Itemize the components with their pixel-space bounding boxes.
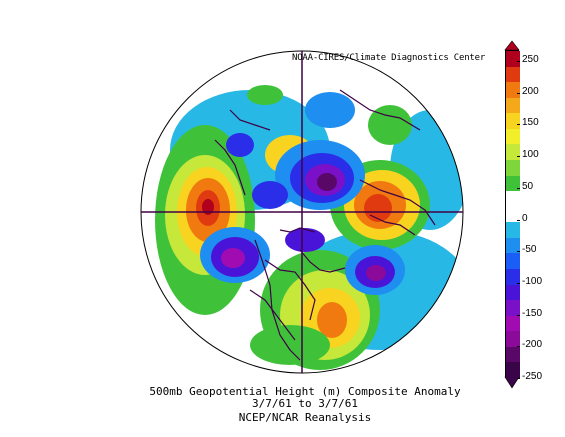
colorbar-label: -50 xyxy=(522,244,537,256)
colorbar-label: 100 xyxy=(522,149,539,161)
colorbar-segment xyxy=(506,237,520,254)
colorbar-label: -250 xyxy=(522,371,543,382)
colorbar-segment xyxy=(506,300,520,317)
colorbar-label: 0 xyxy=(522,212,528,224)
coastlines xyxy=(214,89,436,361)
colorbar-segment xyxy=(506,206,520,223)
colorbar-label: -150 xyxy=(522,307,543,319)
caption-dates: 3/7/61 to 3/7/61 xyxy=(252,397,358,410)
colorbar-segment xyxy=(506,331,520,348)
colorbar-segment xyxy=(506,346,520,363)
colorbar-label: -200 xyxy=(522,339,543,351)
colorbar-tick xyxy=(517,187,520,189)
colorbar-segment xyxy=(506,66,520,83)
colorbar-segment xyxy=(506,51,520,68)
colorbar-tick xyxy=(517,156,520,158)
colorbar-segment xyxy=(506,191,520,208)
colorbar-segment xyxy=(506,284,520,301)
caption-title: 500mb Geopotential Height (m) Composite … xyxy=(149,385,461,398)
colorbar-tick xyxy=(517,378,520,379)
colorbar-segment xyxy=(506,82,520,99)
colorbar-segment xyxy=(506,269,520,286)
colorbar-segment xyxy=(506,362,520,379)
colorbar xyxy=(505,50,520,379)
colorbar-segment xyxy=(506,144,520,161)
colorbar-tick xyxy=(517,282,520,284)
colorbar-tick xyxy=(517,92,520,94)
colorbar-segment xyxy=(506,175,520,192)
colorbar-top-cap xyxy=(504,40,520,51)
caption-source: NCEP/NCAR Reanalysis xyxy=(238,411,372,424)
colorbar-tick xyxy=(517,346,520,348)
colorbar-segment xyxy=(506,315,520,332)
colorbar-tick xyxy=(517,251,520,253)
colorbar-label: 150 xyxy=(522,117,539,129)
colorbar-segment xyxy=(506,160,520,177)
colorbar-tick xyxy=(517,124,520,126)
colorbar-label: -100 xyxy=(522,275,543,287)
credit-label: NOAA-CIRES/Climate Diagnostics Center xyxy=(292,53,486,63)
colorbar-label: 250 xyxy=(522,54,539,65)
colorbar-tick xyxy=(517,61,520,62)
colorbar-segment xyxy=(506,113,520,130)
colorbar-segment xyxy=(506,97,520,114)
colorbar-tick xyxy=(517,314,520,316)
colorbar-tick xyxy=(517,219,520,221)
colorbar-segment xyxy=(506,253,520,270)
colorbar-segment xyxy=(506,222,520,239)
colorbar-segment xyxy=(506,128,520,145)
colorbar-label: 200 xyxy=(522,85,539,97)
colorbar-label: 50 xyxy=(522,180,534,192)
